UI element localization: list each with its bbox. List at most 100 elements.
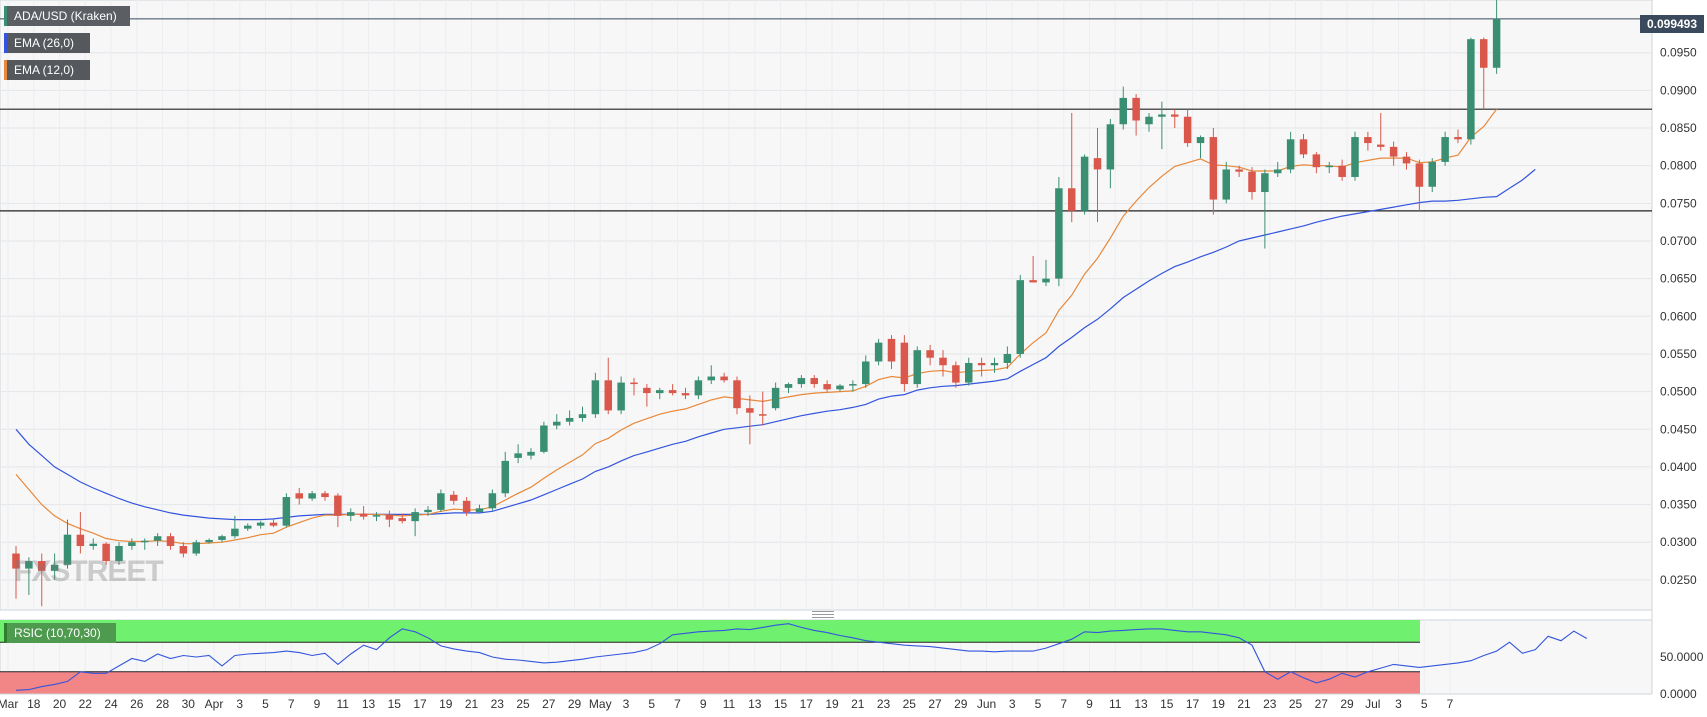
candle-body-down[interactable] [900, 342, 909, 385]
candle-body-up[interactable] [797, 378, 806, 385]
candle-body-up[interactable] [591, 380, 600, 415]
candle-body-up[interactable] [488, 493, 497, 509]
candle-body-up[interactable] [862, 361, 870, 385]
candle-body-up[interactable] [501, 460, 510, 494]
candle-body-down[interactable] [1454, 137, 1462, 140]
candle-body-down[interactable] [720, 376, 728, 381]
candle-body-down[interactable] [462, 500, 471, 513]
candle-body-up[interactable] [231, 528, 239, 537]
candle-body-down[interactable] [810, 378, 819, 385]
candle-body-up[interactable] [1492, 18, 1501, 68]
candle-body-up[interactable] [244, 525, 252, 529]
candle-body-down[interactable] [887, 338, 896, 362]
candle-body-up[interactable] [1080, 156, 1089, 211]
candle-body-down[interactable] [385, 515, 394, 520]
candle-body-up[interactable] [50, 564, 59, 571]
candle-body-up[interactable] [256, 522, 265, 526]
candle-body-up[interactable] [1042, 278, 1050, 283]
candle-body-down[interactable] [1364, 137, 1372, 144]
candle-body-down[interactable] [681, 393, 690, 396]
candle-body-up[interactable] [784, 384, 793, 388]
legend-rsi[interactable]: RSIC (10,70,30) [4, 623, 116, 643]
candle-body-down[interactable] [1377, 144, 1385, 147]
candle-body-up[interactable] [218, 536, 226, 540]
candle-body-up[interactable] [913, 350, 922, 385]
candle-body-down[interactable] [1338, 165, 1346, 177]
candle-body-down[interactable] [823, 384, 831, 390]
candle-body-down[interactable] [926, 350, 934, 358]
candle-body-up[interactable] [707, 376, 716, 381]
candle-body-up[interactable] [1441, 137, 1449, 162]
candle-body-up[interactable] [1325, 165, 1334, 168]
candle-body-down[interactable] [1312, 154, 1321, 168]
candle-body-up[interactable] [1119, 97, 1128, 125]
candle-body-down[interactable] [746, 408, 754, 413]
candle-body-up[interactable] [1351, 137, 1359, 177]
candle-body-up[interactable] [424, 509, 432, 513]
candle-body-down[interactable] [977, 362, 986, 366]
candle-body-up[interactable] [990, 362, 999, 366]
candle-body-down[interactable] [1235, 169, 1243, 172]
candle-body-down[interactable] [12, 553, 20, 569]
candle-body-up[interactable] [1261, 173, 1269, 193]
candle-body-up[interactable] [25, 561, 33, 569]
candle-body-down[interactable] [604, 380, 613, 411]
candle-body-down[interactable] [643, 387, 651, 394]
candle-body-up[interactable] [347, 512, 355, 516]
candle-body-up[interactable] [372, 515, 381, 517]
candle-body-down[interactable] [1480, 39, 1488, 68]
candle-body-up[interactable] [874, 342, 883, 362]
candle-body-down[interactable] [1209, 137, 1218, 200]
candle-body-down[interactable] [733, 380, 741, 409]
candle-body-down[interactable] [269, 522, 278, 526]
candle-body-up[interactable] [282, 497, 291, 526]
candle-body-down[interactable] [76, 534, 85, 546]
candle-body-down[interactable] [1299, 139, 1308, 155]
candle-body-down[interactable] [952, 365, 960, 383]
candle-body-up[interactable] [578, 414, 587, 418]
candle-body-down[interactable] [166, 536, 175, 546]
candle-body-down[interactable] [1389, 146, 1398, 157]
candle-body-up[interactable] [153, 536, 162, 541]
candle-body-down[interactable] [1068, 188, 1076, 211]
candle-body-up[interactable] [63, 534, 72, 565]
candle-body-up[interactable] [836, 385, 844, 390]
candle-body-down[interactable] [630, 382, 638, 385]
candle-body-up[interactable] [437, 493, 445, 510]
candle-body-down[interactable] [1093, 158, 1102, 170]
candle-body-up[interactable] [308, 493, 316, 499]
candle-body-down[interactable] [1029, 280, 1037, 283]
candle-body-up[interactable] [128, 542, 136, 546]
candle-body-up[interactable] [1158, 114, 1166, 117]
candle-body-up[interactable] [553, 421, 561, 426]
candle-body-up[interactable] [1286, 139, 1295, 170]
candle-body-up[interactable] [656, 390, 664, 394]
candle-body-up[interactable] [89, 543, 98, 546]
candle-body-up[interactable] [514, 453, 522, 458]
candle-body-down[interactable] [38, 561, 46, 571]
candle-body-up[interactable] [115, 545, 123, 562]
candle-body-down[interactable] [450, 494, 458, 501]
pane-splitter-handle[interactable] [812, 611, 834, 618]
candle-body-down[interactable] [1132, 97, 1140, 121]
candle-body-up[interactable] [565, 417, 574, 422]
candle-body-up[interactable] [1145, 116, 1153, 125]
legend-main-symbol[interactable]: ADA/USD (Kraken) [4, 6, 130, 26]
candle-body-down[interactable] [668, 390, 677, 394]
candle-body-up[interactable] [965, 362, 973, 383]
candle-body-down[interactable] [398, 518, 407, 522]
candle-body-up[interactable] [1222, 169, 1231, 200]
candle-body-down[interactable] [1171, 114, 1179, 117]
candle-body-up[interactable] [540, 425, 548, 452]
candle-body-up[interactable] [849, 384, 857, 386]
candle-body-up[interactable] [192, 542, 201, 554]
candle-body-up[interactable] [205, 539, 213, 543]
candle-body-up[interactable] [411, 512, 419, 522]
candle-body-up[interactable] [771, 387, 780, 409]
candle-body-up[interactable] [1196, 137, 1205, 144]
candle-body-down[interactable] [321, 493, 329, 498]
candle-body-down[interactable] [1248, 171, 1256, 193]
legend-ema26[interactable]: EMA (26,0) [4, 33, 90, 53]
candle-body-down[interactable] [1402, 156, 1411, 164]
